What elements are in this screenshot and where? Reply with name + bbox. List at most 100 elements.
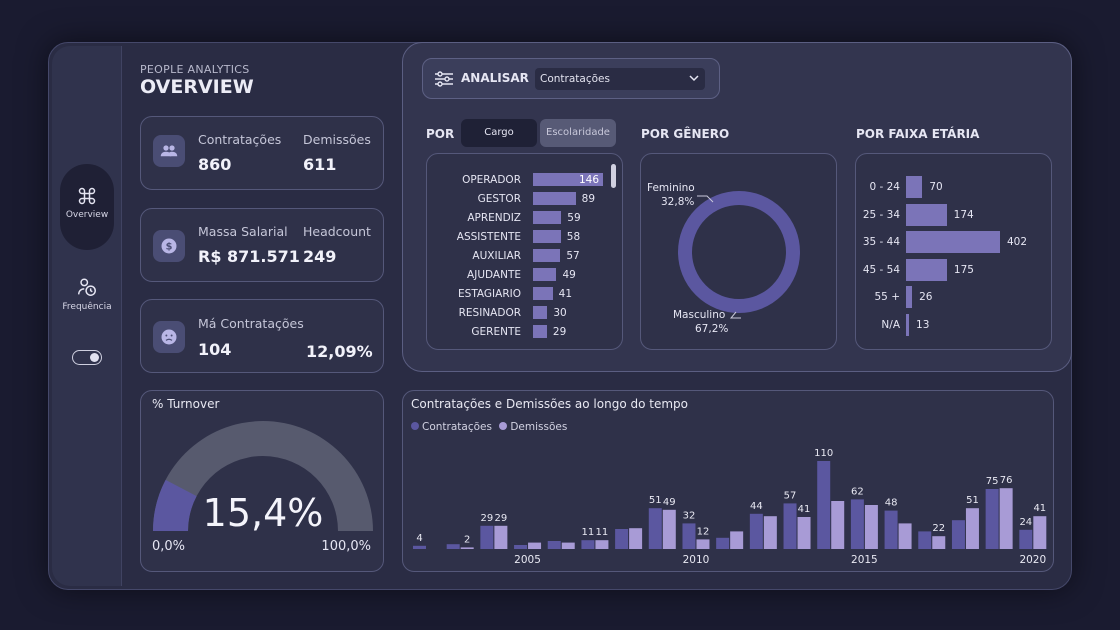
cargo-bar-row[interactable]: GERENTE 29 — [427, 324, 617, 340]
age-bar[interactable] — [906, 258, 947, 281]
age-bar-value: 70 — [929, 181, 943, 193]
donut-male-segment — [678, 191, 800, 313]
legend-item-dismissals[interactable]: Demissões — [499, 421, 567, 433]
bad-hires-label: Má Contratações — [198, 316, 304, 331]
dismissals-bar[interactable] — [730, 531, 744, 549]
cargo-bar-label: OPERADOR — [462, 174, 521, 186]
hires-bar[interactable] — [581, 540, 595, 549]
gender-card: Feminino 32,8% Masculino 67,2% — [640, 153, 837, 350]
cargo-bar-row[interactable]: AJUDANTE 49 — [427, 267, 617, 283]
cargo-bar-row[interactable]: ASSISTENTE 58 — [427, 229, 617, 245]
cargo-bar-row[interactable]: OPERADOR 146 — [427, 172, 617, 188]
cargo-bar — [533, 192, 576, 205]
hires-bar[interactable] — [817, 461, 831, 549]
age-bar[interactable] — [906, 286, 913, 309]
age-bar-value: 13 — [916, 319, 930, 331]
dismissals-bar[interactable] — [932, 536, 946, 549]
hires-bar[interactable] — [884, 510, 898, 549]
sidebar-item-frequencia[interactable]: Frequência — [60, 276, 114, 312]
cargo-bar-row[interactable]: ESTAGIARIO 41 — [427, 286, 617, 302]
gender-donut — [678, 191, 800, 319]
x-tick-label: 2010 — [683, 554, 710, 566]
age-bar-label: 55 + — [874, 291, 901, 304]
hires-bar[interactable] — [951, 520, 965, 549]
cargo-bar-label: RESINADOR — [458, 307, 521, 319]
legend-label: Demissões — [510, 421, 568, 433]
hires-bar[interactable] — [413, 545, 426, 549]
cargo-bar-value: 146 — [579, 174, 600, 186]
bar-data-label: 22 — [932, 523, 945, 534]
hires-bar[interactable] — [716, 537, 730, 549]
hires-bar[interactable] — [1019, 529, 1033, 549]
cargo-bar-row[interactable]: APRENDIZ 59 — [427, 210, 617, 226]
toggle-icon[interactable] — [72, 350, 102, 365]
cargo-bar-label: ASSISTENTE — [456, 231, 521, 243]
filter-icon — [435, 71, 453, 87]
dismissals-bar[interactable] — [494, 525, 508, 549]
cargo-bar — [533, 306, 548, 319]
dismissals-bar[interactable] — [662, 509, 676, 549]
cargo-bar-row[interactable]: RESINADOR 30 — [427, 305, 617, 321]
dismissals-bar[interactable] — [864, 505, 878, 549]
bar-data-label: 12 — [697, 526, 710, 537]
users-icon — [153, 135, 185, 167]
hires-bar[interactable] — [850, 499, 864, 549]
hires-bar[interactable] — [749, 513, 763, 549]
cargo-bar-label: APRENDIZ — [467, 212, 521, 224]
analyze-select[interactable]: Contratações — [535, 68, 705, 90]
bar-data-label: 44 — [750, 501, 763, 512]
hires-bar[interactable] — [446, 544, 460, 549]
escolaridade-button[interactable]: Escolaridade — [540, 119, 616, 147]
cargo-bar-value: 57 — [566, 250, 580, 262]
hires-bar[interactable] — [783, 503, 797, 549]
dismissals-bar[interactable] — [763, 516, 777, 549]
gauge-track — [153, 421, 373, 531]
hires-bar[interactable] — [985, 489, 999, 549]
dismissals-bar[interactable] — [898, 523, 912, 549]
cargo-bar — [533, 173, 603, 186]
age-bar-value: 26 — [919, 291, 933, 304]
age-bar[interactable] — [906, 231, 1000, 254]
hires-bar[interactable] — [682, 523, 696, 549]
scrollbar[interactable] — [611, 164, 616, 188]
hires-bar[interactable] — [648, 508, 662, 549]
legend-item-hires[interactable]: Contratações — [411, 421, 492, 433]
dismissals-bar[interactable] — [561, 542, 575, 549]
sidebar-item-overview[interactable]: Overview — [60, 164, 114, 250]
hires-bar[interactable] — [918, 531, 932, 549]
age-bar[interactable] — [906, 176, 923, 198]
female-pct: 32,8% — [661, 196, 695, 208]
hires-bar[interactable] — [615, 529, 629, 549]
bar-data-label: 2 — [464, 534, 470, 545]
dismissals-bar[interactable] — [595, 540, 609, 549]
bar-data-label: 24 — [1019, 517, 1032, 528]
cargo-bar-row[interactable]: AUXILIAR 57 — [427, 248, 617, 264]
bar-data-label: 29 — [481, 513, 494, 524]
hires-bar[interactable] — [480, 525, 494, 549]
chevron-down-icon — [689, 75, 699, 82]
age-bar[interactable] — [906, 314, 910, 336]
dismissals-bar[interactable] — [965, 508, 979, 549]
cargo-bar-row[interactable]: GESTOR 89 — [427, 191, 617, 207]
x-tick-label: 2020 — [1019, 554, 1046, 566]
x-tick-label: 2015 — [851, 554, 878, 566]
dismissals-bar[interactable] — [1033, 516, 1047, 549]
bar-data-label: 29 — [495, 513, 508, 524]
dismissals-bar[interactable] — [696, 539, 710, 549]
gender-label: POR GÊNERO — [641, 127, 730, 141]
dismissals-bar[interactable] — [629, 528, 643, 549]
dismissals-bar[interactable] — [797, 517, 811, 549]
dismissals-value: 611 — [303, 155, 337, 174]
dismissals-bar[interactable] — [460, 547, 474, 549]
sidebar-item-label: Frequência — [62, 302, 112, 312]
page-subtitle: PEOPLE ANALYTICS — [140, 63, 250, 76]
hires-bar[interactable] — [547, 541, 561, 549]
hires-bar[interactable] — [514, 545, 528, 549]
age-bar[interactable] — [906, 203, 947, 226]
dismissals-bar[interactable] — [831, 501, 845, 549]
cargo-button[interactable]: Cargo — [461, 119, 537, 147]
bad-hires-value: 104 — [198, 340, 232, 359]
dismissals-bar[interactable] — [999, 488, 1013, 549]
kpi-card-bad-hires: Má Contratações 104 12,09% — [140, 299, 384, 373]
dismissals-bar[interactable] — [528, 542, 542, 549]
